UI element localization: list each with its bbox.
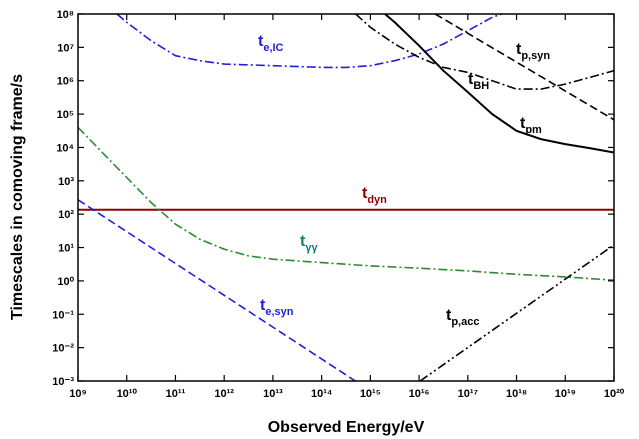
series-label-sub: e,IC xyxy=(263,42,283,54)
y-tick-label: 10⁻¹ xyxy=(52,309,74,321)
series-line xyxy=(116,14,503,69)
series-line xyxy=(419,244,614,381)
plot-frame xyxy=(77,13,615,382)
series-label: tp,acc xyxy=(446,307,479,328)
series-label-main: t xyxy=(468,71,474,88)
series-label: te,syn xyxy=(260,297,294,318)
series-line xyxy=(434,14,614,121)
y-tick-label: 10⁻³ xyxy=(52,376,74,388)
series-label: te,IC xyxy=(258,33,284,54)
series-label-main: t xyxy=(516,41,522,58)
series-label-main: t xyxy=(260,297,266,314)
series-label-sub: p,acc xyxy=(451,316,479,328)
x-tick-label: 10¹⁴ xyxy=(311,388,332,400)
x-tick-label: 10¹¹ xyxy=(166,388,186,400)
series-label: tγγ xyxy=(300,233,318,254)
y-tick-label: 10⁵ xyxy=(57,109,74,121)
series-label: tp,syn xyxy=(516,41,550,62)
y-tick-label: 10⁶ xyxy=(57,76,74,88)
x-tick-label: 10¹⁰ xyxy=(117,388,138,400)
series-label-main: t xyxy=(300,233,306,250)
series-line xyxy=(78,199,356,381)
series-label-main: t xyxy=(362,185,368,202)
series-label: tpm xyxy=(520,115,542,136)
series-line xyxy=(78,126,614,281)
plot-area xyxy=(78,14,614,381)
y-tick-label: 10⁻² xyxy=(52,343,74,355)
series-line xyxy=(355,14,614,90)
y-tick-label: 10¹ xyxy=(58,243,74,255)
series-label-main: t xyxy=(520,115,526,132)
x-axis-label: Observed Energy/eV xyxy=(268,419,425,436)
y-axis-label: Timescales in comoving frame/s xyxy=(9,74,26,320)
series-label-sub: pm xyxy=(525,124,542,136)
y-tick-label: 10³ xyxy=(58,176,74,188)
x-tick-label: 10¹³ xyxy=(263,388,283,400)
y-tick-label: 10⁰ xyxy=(57,276,74,288)
series-label-sub: dyn xyxy=(367,194,387,206)
series-label: tBH xyxy=(468,71,489,92)
y-tick-label: 10⁸ xyxy=(57,9,74,21)
x-tick-label: 10⁹ xyxy=(69,388,86,400)
series-line xyxy=(384,14,614,154)
y-tick-label: 10² xyxy=(58,209,74,221)
series-label-sub: BH xyxy=(473,80,489,92)
y-tick-label: 10⁴ xyxy=(56,142,74,154)
x-tick-label: 10¹⁹ xyxy=(555,388,576,400)
series-label-sub: p,syn xyxy=(521,50,550,62)
series-label-main: t xyxy=(258,33,264,50)
y-tick-label: 10⁷ xyxy=(57,42,74,54)
x-tick-label: 10²⁰ xyxy=(604,388,625,400)
series-label-main: t xyxy=(446,307,452,324)
series-label-sub: γγ xyxy=(305,242,318,254)
x-tick-label: 10¹⁸ xyxy=(506,388,527,400)
series-label: tdyn xyxy=(362,185,387,206)
x-tick-label: 10¹² xyxy=(214,388,234,400)
x-tick-label: 10¹⁵ xyxy=(360,388,381,400)
series-label-sub: e,syn xyxy=(265,306,293,318)
x-tick-label: 10¹⁷ xyxy=(458,388,479,400)
x-tick-label: 10¹⁶ xyxy=(409,388,430,400)
